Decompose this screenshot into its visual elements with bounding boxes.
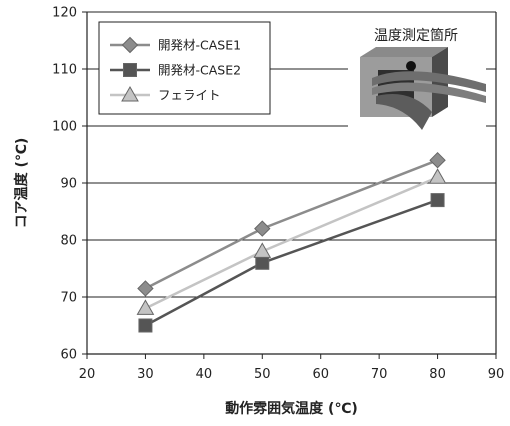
series-2-point: [255, 255, 270, 270]
series-2-point: [430, 193, 445, 208]
x-tick-label: 20: [79, 367, 96, 382]
series-2-point: [138, 318, 153, 333]
x-axis-title: 動作雰囲気温度 (℃): [225, 400, 358, 417]
legend-label: 開発材-CASE1: [158, 38, 241, 53]
legend-swatch-marker: [123, 63, 137, 77]
y-axis-title: コア温度 (℃): [13, 138, 30, 229]
series-3-point: [253, 242, 272, 258]
series-markers: [136, 151, 447, 333]
x-tick-label: 70: [371, 367, 388, 382]
legend: 開発材-CASE1 開発材-CASE2 フェライト: [98, 21, 271, 115]
core-illustration: [360, 47, 486, 130]
x-tick-label: 40: [196, 367, 213, 382]
winding-2: [372, 82, 486, 103]
x-tick-label: 50: [254, 367, 271, 382]
winding-1: [372, 71, 486, 92]
measurement-location-inset: 温度測定箇所: [348, 16, 486, 150]
winding-3: [376, 94, 432, 130]
legend-swatch-marker: [121, 36, 139, 54]
series-3-point: [428, 168, 447, 184]
measurement-point-marker: [406, 61, 416, 71]
y-tick-label: 90: [60, 177, 77, 192]
legend-label: 開発材-CASE2: [158, 63, 241, 78]
y-tick-label: 70: [60, 291, 77, 306]
series-line-2: [144, 198, 438, 327]
y-tick-label: 110: [52, 63, 77, 78]
x-tick-label: 90: [488, 367, 505, 382]
inset-title: 温度測定箇所: [374, 27, 458, 44]
series-line-1: [144, 159, 439, 290]
series-line-3: [144, 176, 439, 310]
legend-label: フェライト: [158, 88, 221, 103]
y-tick-label: 100: [52, 120, 77, 135]
x-tick-label: 60: [312, 367, 329, 382]
series-1-point: [137, 280, 154, 297]
series-1-point: [429, 151, 446, 169]
y-tick-label: 120: [52, 6, 77, 21]
series-3-point: [136, 299, 155, 315]
series-lines: [144, 159, 439, 327]
x-tick-label: 80: [429, 367, 446, 382]
series-1-point: [254, 220, 271, 237]
axes: 60 70 80 90 100 110 120 20 30 40 50 60 70 80 90: [52, 6, 504, 383]
y-tick-label: 80: [60, 234, 77, 249]
core-top-face: [360, 47, 448, 57]
legend-swatch-marker: [121, 85, 139, 102]
x-tick-label: 30: [137, 367, 154, 382]
y-tick-label: 60: [60, 348, 77, 363]
